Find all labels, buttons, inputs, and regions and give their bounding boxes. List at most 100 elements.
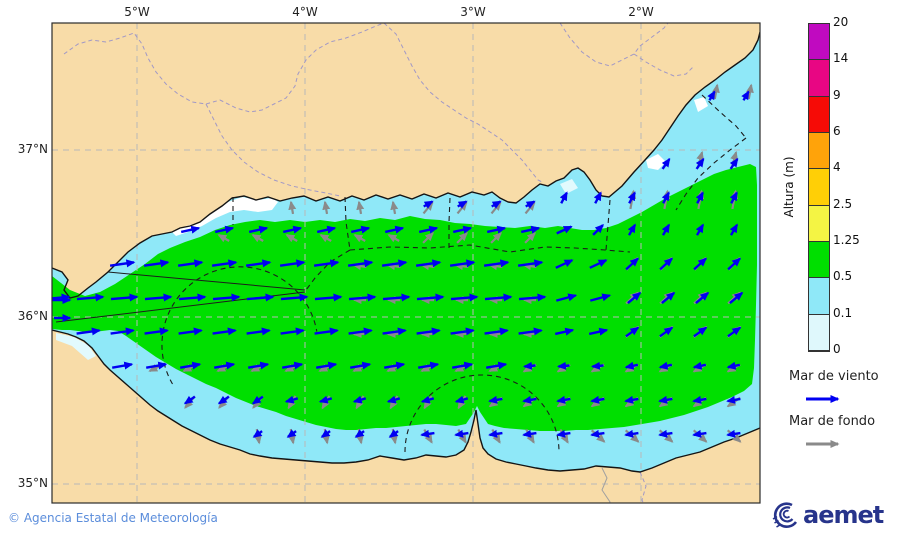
wind-arrow xyxy=(625,257,640,271)
wind-arrow xyxy=(729,223,739,236)
calm-patch xyxy=(694,97,708,112)
wind-arrow xyxy=(488,429,503,438)
wind-arrow xyxy=(246,293,275,302)
wind-arrow xyxy=(557,361,570,370)
wind-arrow xyxy=(383,361,406,370)
wind-arrow xyxy=(658,395,673,404)
wind-arrow xyxy=(556,225,573,235)
wind-arrow xyxy=(280,293,309,302)
wind-arrow xyxy=(281,361,304,370)
wind-arrow xyxy=(555,293,578,302)
wind-arrow xyxy=(382,293,411,302)
wind-arrow xyxy=(692,429,707,438)
country-border xyxy=(383,23,543,183)
country-border xyxy=(63,23,385,113)
colorbar-cell xyxy=(809,242,829,279)
wind-arrow xyxy=(348,327,373,336)
shipping-lane xyxy=(107,271,306,291)
maritime-boundary xyxy=(305,249,351,291)
wind-arrow xyxy=(517,259,544,268)
legend-wind-label: Mar de viento xyxy=(789,369,879,384)
wind-arrow xyxy=(386,395,401,404)
wind-arrow xyxy=(522,429,537,438)
wind-arrow xyxy=(214,225,235,234)
wind-arrow xyxy=(76,327,101,336)
lat-tick-label: 37°N xyxy=(17,142,48,156)
wind-arrow xyxy=(727,257,742,271)
wind-arrow xyxy=(381,259,408,268)
swell-arrow xyxy=(490,232,502,244)
wind-arrow xyxy=(726,429,741,438)
wind-arrow xyxy=(659,326,674,338)
swell-arrow xyxy=(217,234,230,243)
wind-arrow xyxy=(450,327,475,336)
wind-arrow xyxy=(178,327,203,336)
wind-arrow xyxy=(695,291,710,305)
wind-arrow xyxy=(727,326,742,338)
wind-arrow xyxy=(627,223,637,236)
wind-arrow xyxy=(318,395,333,404)
colorbar-tick-label: 0.5 xyxy=(833,269,853,284)
colorbar-tick-label: 4 xyxy=(833,160,841,175)
wind-arrow xyxy=(416,327,441,336)
wind-arrow xyxy=(624,361,639,370)
wind-arrow xyxy=(707,90,716,101)
wind-arrow xyxy=(661,223,671,236)
copyright-text: © Agencia Estatal de Meteorología xyxy=(8,511,218,525)
wind-arrow xyxy=(212,293,241,302)
wind-arrow xyxy=(180,225,201,234)
aemet-logo: aemet xyxy=(772,501,885,529)
wind-arrow xyxy=(145,361,168,370)
lon-tick-label: 2°W xyxy=(628,5,654,19)
coastline-africa xyxy=(52,329,760,473)
wind-arrow xyxy=(692,395,707,404)
swell-arrow xyxy=(319,234,332,243)
wind-arrow xyxy=(388,429,399,438)
colorbar-tick-label: 20 xyxy=(833,15,849,29)
colorbar-tick-label: 1.25 xyxy=(833,233,860,247)
wind-arrow xyxy=(591,361,604,370)
maritime-boundary xyxy=(349,244,631,253)
lon-tick-label: 3°W xyxy=(460,5,486,19)
swell-arrow xyxy=(524,232,536,244)
colorbar-cell xyxy=(809,205,829,242)
wind-arrow xyxy=(279,259,306,268)
wind-arrow xyxy=(729,291,744,305)
wind-arrow xyxy=(525,200,536,209)
wind-arrow xyxy=(248,225,269,234)
wind-arrow xyxy=(320,429,331,438)
wind-arrow xyxy=(349,361,372,370)
wind-arrow xyxy=(144,293,173,302)
wind-arrow xyxy=(450,293,479,302)
wind-arrow xyxy=(695,223,705,236)
wind-arrow xyxy=(554,327,575,336)
wind-arrow xyxy=(729,157,739,170)
coastline-spain xyxy=(52,31,760,299)
wind-arrow xyxy=(624,429,639,438)
wind-arrow xyxy=(415,259,442,268)
colorbar-tick-label: 0.1 xyxy=(833,305,853,320)
wind-arrow xyxy=(624,395,639,404)
wind-arrow xyxy=(247,361,270,370)
country-borders xyxy=(63,23,695,503)
wind-arrow xyxy=(457,200,468,209)
wind-arrow xyxy=(625,326,640,338)
wind-arrow-layer xyxy=(52,90,750,438)
wind-arrow xyxy=(416,293,445,302)
wind-arrow xyxy=(451,361,474,370)
colorbar-title: Altura (m) xyxy=(782,156,796,218)
colorbar-cell xyxy=(809,169,829,206)
swell-arrow xyxy=(251,234,264,243)
wind-arrow xyxy=(211,259,238,268)
wind-arrow xyxy=(483,259,510,268)
wind-arrow xyxy=(485,361,508,370)
wind-arrow xyxy=(661,191,670,204)
wind-arrow xyxy=(588,327,609,336)
plot-border xyxy=(51,22,761,504)
wind-arrow xyxy=(418,225,439,234)
river xyxy=(601,467,611,503)
wind-arrow xyxy=(144,327,169,336)
wind-arrow xyxy=(143,259,170,268)
wind-arrow xyxy=(315,361,338,370)
colorbar-tick-label: 14 xyxy=(833,51,849,66)
